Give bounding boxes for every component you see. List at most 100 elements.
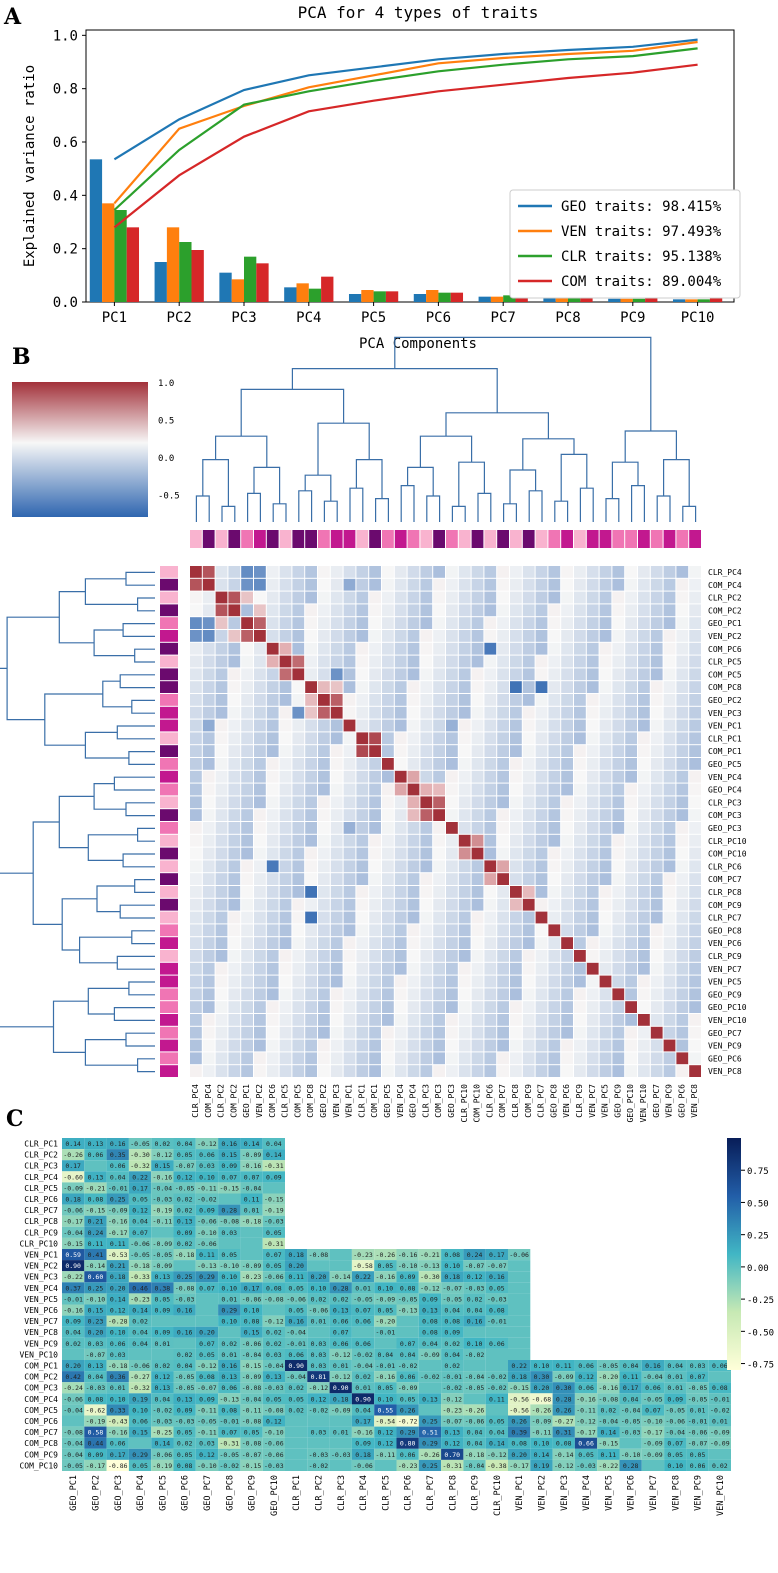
cell-value: 0.01 — [244, 1207, 260, 1215]
cell-value: 0.09 — [444, 1329, 460, 1337]
heatmap-cell — [266, 1052, 279, 1065]
heatmap-cell — [689, 962, 701, 975]
heatmap-cell — [151, 1160, 174, 1172]
heatmap-cell — [552, 1404, 575, 1416]
heatmap-cell — [374, 1282, 397, 1294]
cell-value: 0.20 — [199, 1329, 215, 1337]
heatmap-cell — [561, 822, 573, 834]
heatmap-cell — [285, 1448, 308, 1460]
heatmap-cell — [599, 911, 612, 924]
heatmap-cell — [285, 1404, 308, 1416]
heatmap-cell — [650, 886, 663, 898]
heatmap-cell — [599, 591, 612, 604]
heatmap-column-label: VEN_PC6 — [562, 1084, 571, 1118]
heatmap-cell — [446, 758, 458, 770]
cell-value: 0.90 — [333, 1384, 349, 1392]
heatmap-cell — [173, 1304, 196, 1316]
heatmap-cell — [128, 1415, 152, 1427]
heatmap-cell — [663, 898, 676, 911]
bar — [154, 262, 167, 302]
heatmap-cell — [484, 1052, 497, 1065]
column-color-swatch — [676, 530, 689, 548]
heatmap-cell — [382, 834, 394, 847]
heatmap-cell — [330, 719, 343, 732]
heatmap-cell — [241, 745, 253, 757]
cell-value: -0.08 — [175, 1284, 195, 1292]
dendrogram-link — [662, 459, 690, 507]
heatmap-cell — [612, 617, 625, 629]
heatmap-cell — [407, 642, 420, 655]
heatmap-column-label: GEO_PC8 — [549, 1084, 558, 1118]
heatmap-cell — [510, 1052, 522, 1065]
heatmap-cell — [407, 975, 420, 988]
heatmap-cell — [612, 1014, 625, 1026]
heatmap-cell — [318, 975, 330, 988]
heatmap-cell — [106, 1437, 129, 1449]
heatmap-cell — [458, 783, 471, 796]
heatmap-cell — [84, 1182, 107, 1194]
cell-value: 0.04 — [467, 1429, 483, 1437]
heatmap-column-label: COM_PC9 — [524, 1084, 533, 1118]
ytick-label: 0.0 — [53, 295, 78, 311]
cell-value: -0.01 — [688, 1418, 708, 1426]
heatmap-cell — [369, 822, 381, 834]
heatmap-cell — [151, 1393, 174, 1405]
heatmap-cell — [650, 745, 663, 757]
heatmap-cell — [612, 873, 625, 885]
heatmap-cell — [407, 962, 420, 975]
heatmap-cell — [106, 1415, 129, 1427]
heatmap-cell — [262, 1326, 285, 1338]
heatmap-cell — [240, 1371, 263, 1383]
heatmap-cell — [218, 1293, 241, 1305]
heatmap-row-label: VEN_PC7 — [24, 1317, 58, 1326]
heatmap-cell — [356, 937, 369, 949]
heatmap-cell — [62, 1282, 85, 1294]
cell-value: -0.09 — [710, 1440, 730, 1448]
heatmap-cell — [195, 1138, 219, 1150]
heatmap-cell — [446, 1039, 458, 1052]
heatmap-cell — [522, 668, 535, 681]
heatmap-cell — [689, 937, 701, 949]
heatmap-cell — [151, 1193, 174, 1205]
cell-value: 0.38 — [155, 1284, 171, 1292]
heatmap-row-label: CLR_PC10 — [708, 837, 747, 846]
heatmap-cell — [612, 962, 625, 975]
heatmap-cell — [625, 745, 637, 757]
heatmap-cell — [689, 873, 701, 885]
heatmap-cell — [471, 1065, 484, 1077]
heatmap-cell — [522, 924, 535, 937]
heatmap-cell — [574, 1448, 598, 1460]
heatmap-cell — [254, 911, 266, 924]
heatmap-cell — [266, 566, 279, 578]
heatmap-cell — [650, 822, 663, 834]
heatmap-cell — [202, 745, 215, 757]
cell-value: -0.23 — [442, 1406, 462, 1414]
heatmap-cell — [599, 655, 612, 668]
heatmap-cell — [599, 937, 612, 949]
heatmap-cell — [351, 1459, 375, 1471]
cell-value: -0.03 — [309, 1451, 329, 1459]
heatmap-cell — [382, 847, 394, 860]
heatmap-cell — [266, 630, 279, 642]
cell-value: 0.41 — [88, 1251, 104, 1259]
row-color-swatch — [160, 719, 178, 732]
heatmap-row-label: GEO_PC1 — [708, 619, 742, 628]
heatmap-cell — [228, 745, 241, 757]
heatmap-cell — [510, 937, 522, 949]
heatmap-cell — [418, 1415, 442, 1427]
heatmap-cell — [599, 834, 612, 847]
heatmap-cell — [228, 770, 241, 783]
cell-value: -0.03 — [487, 1295, 507, 1303]
cell-value: -0.07 — [197, 1384, 217, 1392]
heatmap-cell — [599, 745, 612, 757]
cell-value: -0.27 — [130, 1373, 150, 1381]
heatmap-cell — [463, 1448, 486, 1460]
heatmap-cell — [433, 681, 445, 693]
heatmap-cell — [330, 732, 343, 745]
heatmap-cell — [689, 950, 701, 962]
heatmap-cell — [106, 1237, 129, 1249]
heatmap-cell — [128, 1282, 152, 1294]
heatmap-cell — [305, 962, 317, 975]
heatmap-cell — [510, 898, 522, 911]
heatmap-cell — [407, 937, 420, 949]
